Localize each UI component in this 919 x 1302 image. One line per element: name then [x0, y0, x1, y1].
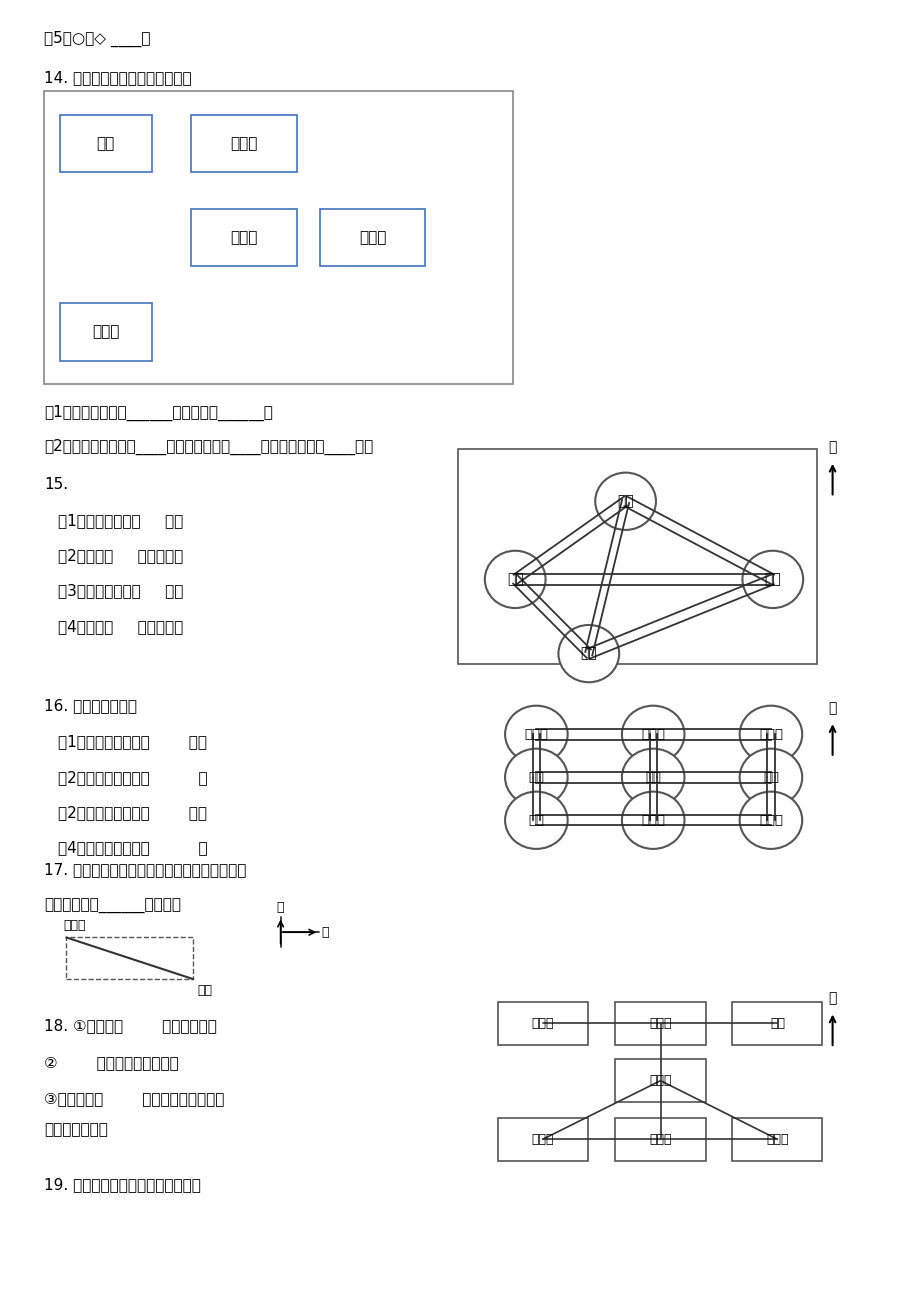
Text: （2）学校的西南面是          。: （2）学校的西南面是 。 [58, 769, 208, 785]
Text: 北: 北 [827, 700, 836, 715]
FancyBboxPatch shape [60, 303, 152, 361]
Ellipse shape [621, 792, 684, 849]
Ellipse shape [739, 749, 801, 806]
Text: 面走到天鹅湖。: 面走到天鹅湖。 [44, 1122, 108, 1138]
FancyBboxPatch shape [191, 115, 297, 172]
Text: 14. 看图，根据图中的信息填一填: 14. 看图，根据图中的信息填一填 [44, 70, 191, 86]
Text: （1）礼堂的南面是______，东南面是______。: （1）礼堂的南面是______，东南面是______。 [44, 405, 273, 421]
Ellipse shape [739, 792, 801, 849]
FancyBboxPatch shape [44, 91, 513, 384]
Text: 影院看超市在______方向上。: 影院看超市在______方向上。 [44, 898, 181, 914]
FancyBboxPatch shape [66, 937, 193, 979]
Text: 老虎园: 老虎园 [649, 1017, 671, 1030]
Text: 东: 东 [321, 926, 328, 939]
Text: 小方家: 小方家 [641, 728, 664, 741]
Ellipse shape [595, 473, 655, 530]
Text: 18. ①大象馆的        面是熊猫馆。: 18. ①大象馆的 面是熊猫馆。 [44, 1018, 217, 1034]
Text: （2）教学楼在礼堂的____面，在体育场的____面，在图书馆的____面。: （2）教学楼在礼堂的____面，在体育场的____面，在图书馆的____面。 [44, 439, 373, 454]
Text: （2）猴山的     面是水池。: （2）猴山的 面是水池。 [58, 548, 183, 564]
Text: 孔雀馆: 孔雀馆 [649, 1133, 671, 1146]
Text: 明明家: 明明家 [524, 728, 548, 741]
FancyBboxPatch shape [615, 1117, 705, 1161]
Ellipse shape [505, 792, 567, 849]
Text: 北: 北 [827, 991, 836, 1005]
Text: 北: 北 [277, 901, 284, 914]
FancyBboxPatch shape [615, 1003, 705, 1044]
Text: （1）竹林在水池的     面。: （1）竹林在水池的 面。 [58, 513, 183, 529]
Text: 学校: 学校 [644, 771, 661, 784]
Text: 图书馆: 图书馆 [230, 135, 257, 151]
FancyBboxPatch shape [191, 208, 297, 267]
Text: （2）电影院在学校的        面。: （2）电影院在学校的 面。 [58, 805, 207, 820]
FancyBboxPatch shape [458, 449, 816, 664]
Text: 19. 下面是某市的一条公交路线图。: 19. 下面是某市的一条公交路线图。 [44, 1177, 201, 1193]
Text: 17. 如图，从超市看电影院在西北方向上，从电: 17. 如图，从超市看电影院在西北方向上，从电 [44, 862, 246, 878]
FancyBboxPatch shape [615, 1060, 705, 1101]
Text: 竹林: 竹林 [580, 647, 596, 660]
Text: 海洋馆: 海洋馆 [531, 1133, 553, 1146]
Text: 医院: 医院 [762, 771, 778, 784]
Ellipse shape [742, 551, 802, 608]
Text: 超市: 超市 [197, 984, 211, 997]
Text: 猴山: 猴山 [769, 1017, 784, 1030]
Text: 教学楼: 教学楼 [230, 230, 257, 245]
Text: （1）小方家在学校的        面。: （1）小方家在学校的 面。 [58, 734, 207, 750]
Text: 超市: 超市 [528, 814, 544, 827]
FancyBboxPatch shape [60, 115, 152, 172]
Text: 北: 北 [827, 440, 836, 454]
Text: 16. 根据条件填写。: 16. 根据条件填写。 [44, 698, 137, 713]
Text: 乐园: 乐园 [764, 573, 780, 586]
Ellipse shape [558, 625, 618, 682]
Text: 体育场: 体育场 [641, 814, 664, 827]
Text: 电影院: 电影院 [758, 728, 782, 741]
FancyBboxPatch shape [320, 208, 425, 267]
Text: ③从孔雀馆向        面走到大象馆，再向: ③从孔雀馆向 面走到大象馆，再向 [44, 1091, 263, 1107]
Text: 公园: 公园 [528, 771, 544, 784]
Text: 熊猫馆: 熊猫馆 [766, 1133, 788, 1146]
Text: 大象馆: 大象馆 [649, 1074, 671, 1087]
Text: 15.: 15. [44, 477, 68, 492]
Text: 天鹅湖: 天鹅湖 [531, 1017, 553, 1030]
Ellipse shape [621, 749, 684, 806]
Text: ②        在大象馆的东北面。: ② 在大象馆的东北面。 [44, 1055, 178, 1070]
Text: 猴山: 猴山 [617, 495, 633, 508]
Text: 少年宫: 少年宫 [758, 814, 782, 827]
Ellipse shape [505, 749, 567, 806]
Text: （4）猴山的     面是乐园。: （4）猴山的 面是乐园。 [58, 618, 183, 634]
FancyBboxPatch shape [732, 1003, 822, 1044]
FancyBboxPatch shape [732, 1117, 822, 1161]
Ellipse shape [484, 551, 545, 608]
FancyBboxPatch shape [497, 1117, 587, 1161]
Text: （3）乐园在竹林的     面。: （3）乐园在竹林的 面。 [58, 583, 183, 599]
Text: 礼堂: 礼堂 [96, 135, 115, 151]
Text: 艺术楼: 艺术楼 [92, 324, 119, 340]
FancyBboxPatch shape [497, 1003, 587, 1044]
Ellipse shape [505, 706, 567, 763]
Text: （4）学校的西北面是          。: （4）学校的西北面是 。 [58, 840, 208, 855]
Ellipse shape [739, 706, 801, 763]
Ellipse shape [621, 706, 684, 763]
Text: 电影院: 电影院 [63, 919, 85, 932]
Text: （5）○在◇ ____面: （5）○在◇ ____面 [44, 31, 151, 47]
Text: 水池: 水池 [506, 573, 523, 586]
Text: 体育场: 体育场 [358, 230, 386, 245]
